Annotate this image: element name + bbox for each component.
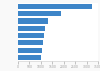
Bar bbox=[18, 18, 48, 24]
Bar bbox=[18, 40, 43, 46]
Bar bbox=[18, 4, 92, 9]
Bar bbox=[18, 26, 45, 31]
Bar bbox=[18, 55, 41, 60]
Bar bbox=[18, 47, 42, 53]
Bar bbox=[18, 33, 44, 38]
Bar bbox=[18, 11, 61, 16]
